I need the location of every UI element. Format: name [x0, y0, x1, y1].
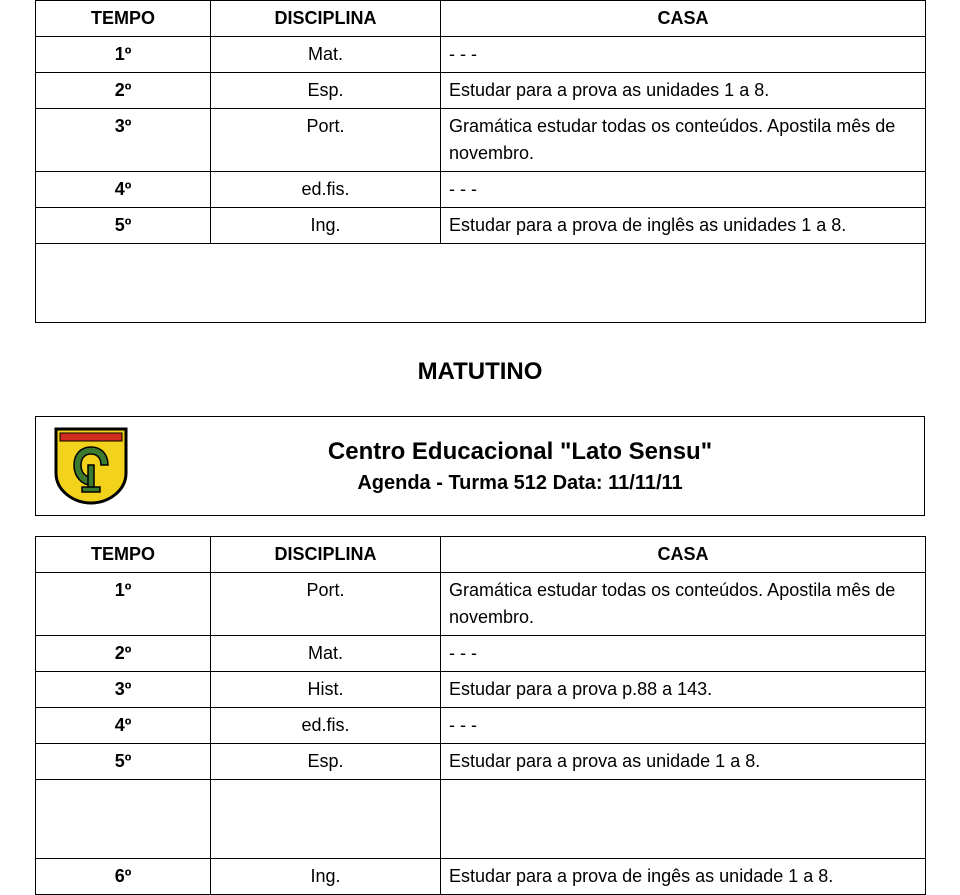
table-row: 2º Mat. - - -	[36, 636, 926, 672]
cell-casa: - - -	[441, 708, 926, 744]
table-row: 3º Hist. Estudar para a prova p.88 a 143…	[36, 672, 926, 708]
cell-disciplina: Mat.	[211, 636, 441, 672]
cell-tempo: 4º	[36, 708, 211, 744]
header-inner: Centro Educacional "Lato Sensu" Agenda -…	[36, 417, 924, 515]
cell-casa: Estudar para a prova de ingês as unidade…	[441, 859, 926, 895]
cell-casa: - - -	[441, 636, 926, 672]
cell-casa: - - -	[441, 172, 926, 208]
cell-disciplina: ed.fis.	[211, 708, 441, 744]
empty-cell	[211, 780, 441, 859]
table-row: 5º Ing. Estudar para a prova de inglês a…	[36, 208, 926, 244]
table-header-row: TEMPO DISCIPLINA CASA	[36, 1, 926, 37]
cell-tempo: 5º	[36, 744, 211, 780]
col-header-casa: CASA	[441, 537, 926, 573]
title-block: Centro Educacional "Lato Sensu" Agenda -…	[146, 426, 924, 507]
schedule-table-bottom: TEMPO DISCIPLINA CASA 1º Port. Gramática…	[35, 536, 926, 895]
cell-disciplina: Port.	[211, 573, 441, 636]
cell-tempo: 4º	[36, 172, 211, 208]
cell-tempo: 1º	[36, 37, 211, 73]
table-row: 6º Ing. Estudar para a prova de ingês as…	[36, 859, 926, 895]
cell-casa: Estudar para a prova de inglês as unidad…	[441, 208, 926, 244]
table-row: 1º Mat. - - -	[36, 37, 926, 73]
col-header-disciplina: DISCIPLINA	[211, 1, 441, 37]
table-empty-row	[36, 780, 926, 859]
cell-tempo: 2º	[36, 636, 211, 672]
table-empty-row	[36, 244, 926, 323]
table-row: 5º Esp. Estudar para a prova as unidade …	[36, 744, 926, 780]
spacer	[0, 516, 960, 536]
cell-tempo: 5º	[36, 208, 211, 244]
agenda-line: Agenda - Turma 512 Data: 11/11/11	[146, 472, 894, 495]
cell-disciplina: Hist.	[211, 672, 441, 708]
cell-disciplina: Esp.	[211, 73, 441, 109]
school-name: Centro Educacional "Lato Sensu"	[146, 438, 894, 466]
cell-disciplina: Ing.	[211, 859, 441, 895]
cell-casa: - - -	[441, 37, 926, 73]
col-header-tempo: TEMPO	[36, 1, 211, 37]
agenda-header-box: Centro Educacional "Lato Sensu" Agenda -…	[35, 416, 925, 516]
cell-casa: Gramática estudar todas os conteúdos. Ap…	[441, 109, 926, 172]
empty-cell	[441, 780, 926, 859]
col-header-disciplina: DISCIPLINA	[211, 537, 441, 573]
col-header-tempo: TEMPO	[36, 537, 211, 573]
schedule-table-top: TEMPO DISCIPLINA CASA 1º Mat. - - - 2º E…	[35, 0, 926, 323]
cell-tempo: 2º	[36, 73, 211, 109]
shield-logo-icon	[52, 425, 130, 507]
empty-cell	[36, 244, 926, 323]
cell-tempo: 3º	[36, 109, 211, 172]
table-header-row: TEMPO DISCIPLINA CASA	[36, 537, 926, 573]
school-logo	[36, 417, 146, 515]
table-row: 3º Port. Gramática estudar todas os cont…	[36, 109, 926, 172]
table-row: 4º ed.fis. - - -	[36, 172, 926, 208]
cell-casa: Estudar para a prova p.88 a 143.	[441, 672, 926, 708]
table-row: 1º Port. Gramática estudar todas os cont…	[36, 573, 926, 636]
col-header-casa: CASA	[441, 1, 926, 37]
document-page: TEMPO DISCIPLINA CASA 1º Mat. - - - 2º E…	[0, 0, 960, 895]
cell-disciplina: Mat.	[211, 37, 441, 73]
cell-casa: Estudar para a prova as unidade 1 a 8.	[441, 744, 926, 780]
cell-disciplina: Ing.	[211, 208, 441, 244]
section-label-matutino: MATUTINO	[0, 358, 960, 386]
cell-tempo: 3º	[36, 672, 211, 708]
table-row: 2º Esp. Estudar para a prova as unidades…	[36, 73, 926, 109]
table-row: 4º ed.fis. - - -	[36, 708, 926, 744]
cell-tempo: 6º	[36, 859, 211, 895]
cell-disciplina: Port.	[211, 109, 441, 172]
cell-tempo: 1º	[36, 573, 211, 636]
cell-casa: Estudar para a prova as unidades 1 a 8.	[441, 73, 926, 109]
cell-disciplina: Esp.	[211, 744, 441, 780]
cell-disciplina: ed.fis.	[211, 172, 441, 208]
empty-cell	[36, 780, 211, 859]
cell-casa: Gramática estudar todas os conteúdos. Ap…	[441, 573, 926, 636]
